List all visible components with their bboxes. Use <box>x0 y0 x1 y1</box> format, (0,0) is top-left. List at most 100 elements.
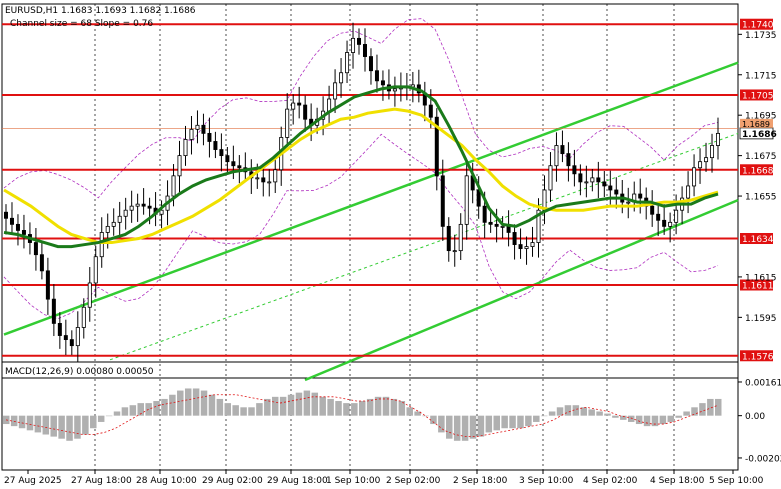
macd-histogram-bar <box>707 398 714 416</box>
candle <box>686 171 691 214</box>
candle-body <box>686 185 691 199</box>
candle <box>339 58 344 98</box>
macd-tick-label: 0.00161 <box>745 378 781 388</box>
candle-body <box>698 161 703 169</box>
macd-histogram-bar <box>145 403 152 416</box>
macd-histogram-bar <box>620 415 627 420</box>
candle <box>674 194 679 235</box>
candle-body <box>368 56 373 72</box>
candle-body <box>446 225 451 252</box>
candle <box>656 205 661 237</box>
level-label-box <box>740 233 773 245</box>
level-label: 1.1611 <box>742 282 774 292</box>
candle <box>213 131 218 159</box>
candle <box>123 197 128 230</box>
time-tick-label: 29 Aug 02:00 <box>202 476 263 486</box>
candle-body <box>99 232 104 258</box>
candle <box>380 70 385 101</box>
candle-body <box>15 223 20 231</box>
candle <box>572 149 577 187</box>
candle <box>183 125 188 166</box>
macd-histogram-bar <box>469 415 477 439</box>
candle-body <box>482 205 487 223</box>
macd-histogram-bar <box>58 415 65 439</box>
bid-marker-box <box>740 118 773 128</box>
candle-body <box>608 185 613 191</box>
candle-body <box>434 116 439 177</box>
candle <box>560 130 565 163</box>
macd-histogram-bar <box>74 415 81 439</box>
candle <box>87 267 92 322</box>
candle-body <box>285 108 290 138</box>
level-label: 1.1576 <box>742 352 774 362</box>
macd-histogram-bar <box>525 415 532 427</box>
candle-body <box>530 242 535 247</box>
candle-body <box>87 282 92 308</box>
candle-body <box>602 181 607 187</box>
candle-body <box>111 221 116 227</box>
macd-histogram-bar <box>533 415 540 422</box>
macd-histogram-bar <box>643 415 651 427</box>
candle-body <box>452 250 457 253</box>
candle <box>189 116 194 155</box>
candle <box>662 204 667 235</box>
macd-histogram-bar <box>453 415 461 441</box>
price-tick-label: 1.1675 <box>745 152 777 162</box>
macd-header: MACD(12,26,9) 0.00080 0.00050 <box>5 367 154 377</box>
candle-body <box>710 145 715 159</box>
candle <box>237 155 242 184</box>
macd-histogram-bar <box>501 415 508 429</box>
candle <box>117 201 122 238</box>
macd-histogram-bar <box>264 398 271 416</box>
candle <box>458 213 463 261</box>
macd-histogram-bar <box>18 415 26 429</box>
candle <box>440 159 445 241</box>
candle <box>141 188 146 215</box>
macd-histogram-bar <box>66 415 73 441</box>
current-price-box <box>739 127 774 140</box>
candle <box>303 95 308 132</box>
macd-histogram-bar <box>34 415 42 433</box>
time-tick-label: 28 Aug 10:00 <box>136 476 197 486</box>
macd-histogram-bar <box>556 407 564 416</box>
macd-histogram-bar <box>279 396 287 416</box>
candle-body <box>69 339 74 347</box>
time-tick-label: 5 Sep 10:00 <box>709 476 764 486</box>
candle-body <box>566 153 571 167</box>
time-tick-label: 27 Aug 2025 <box>4 476 62 486</box>
candle-body <box>578 173 583 183</box>
macd-histogram-bar <box>612 415 619 418</box>
candle-body <box>267 181 272 184</box>
level-label-box <box>740 350 773 362</box>
level-label-box <box>740 18 773 30</box>
channel-lower-line <box>304 198 739 382</box>
time-tick-label: 27 Aug 18:00 <box>71 476 132 486</box>
candle-body <box>147 205 152 209</box>
candle <box>69 330 74 356</box>
macd-histogram-bar <box>26 415 34 431</box>
candle-body <box>201 124 206 134</box>
main-frame <box>1 3 739 379</box>
candle <box>33 228 38 271</box>
candle-body <box>261 177 266 183</box>
candle <box>602 171 607 198</box>
candle-body <box>662 219 667 227</box>
macd-histogram-bar <box>335 401 342 416</box>
macd-histogram-bar <box>446 415 453 439</box>
candle <box>207 117 212 158</box>
support-resistance-levels: 1.1740 1.1705 1.1668 1.1634 1.1611 1.1576 <box>2 18 774 362</box>
macd-histogram-bar <box>224 403 232 416</box>
candle-body <box>692 167 697 187</box>
candle <box>626 187 631 219</box>
candle-body <box>21 230 26 235</box>
candle-body <box>105 225 110 233</box>
candle <box>524 236 529 265</box>
candle-body <box>213 141 218 150</box>
macd-histogram-bar <box>295 392 303 416</box>
candle <box>368 48 373 85</box>
current-price-label: 1.1686 <box>742 130 777 140</box>
macd-histogram-bar <box>161 398 168 416</box>
macd-histogram-bar <box>398 401 406 416</box>
candle-body <box>357 37 362 45</box>
